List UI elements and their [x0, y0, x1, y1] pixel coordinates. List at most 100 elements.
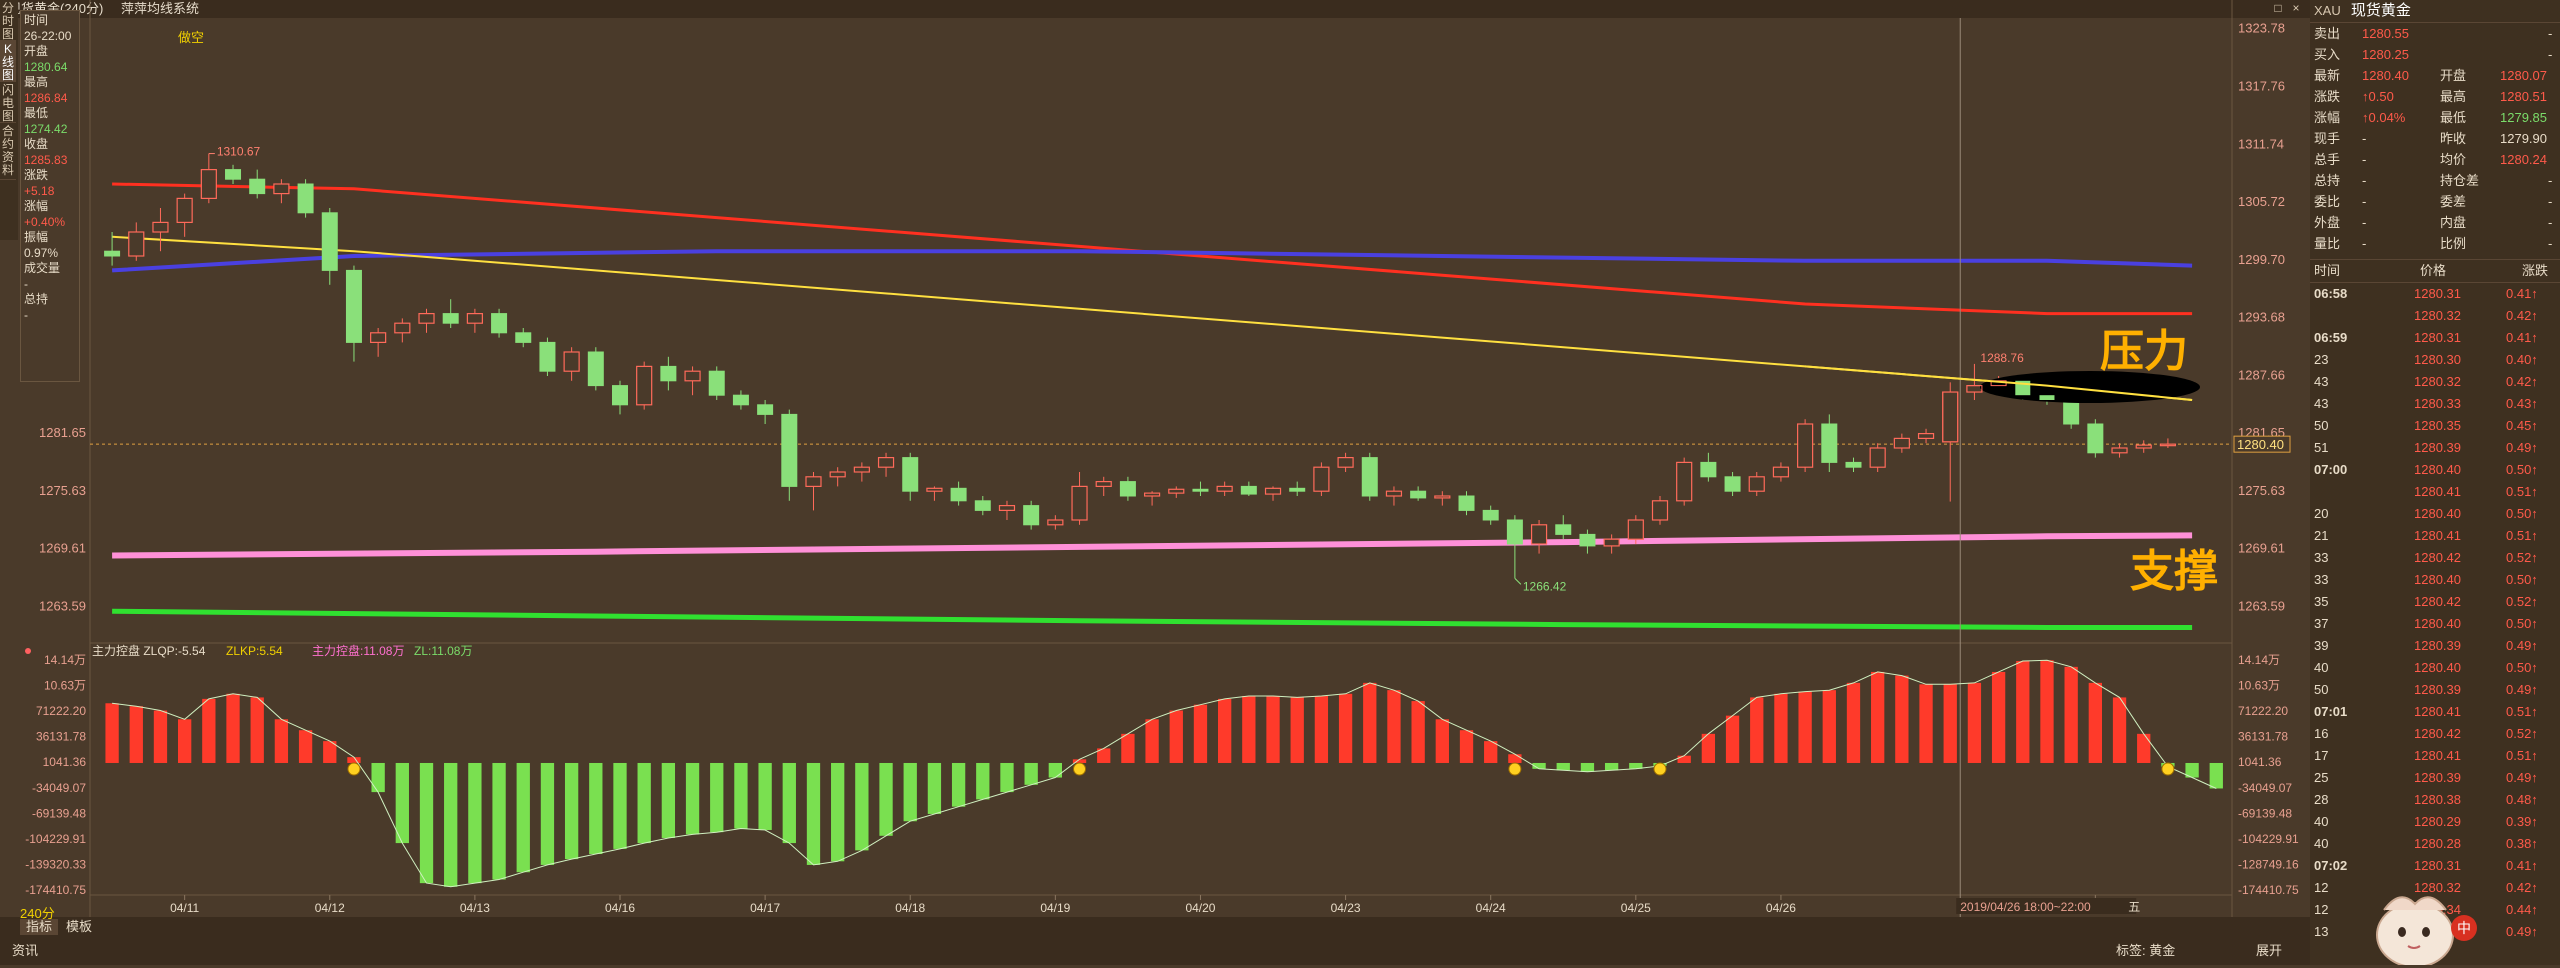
y-tick-label: 1305.72: [2238, 194, 2285, 209]
indicator-bar: [1701, 733, 1716, 763]
trade-row[interactable]: 50 1280.35 0.45↑: [2310, 415, 2560, 437]
quote-value: -: [2362, 194, 2367, 209]
trade-header-cell: 涨跌: [2522, 263, 2549, 278]
trade-row[interactable]: 12 1280.32 0.42↑: [2310, 877, 2560, 899]
trade-row[interactable]: 21 1280.41 0.51↑: [2310, 525, 2560, 547]
quote-value: -: [2362, 131, 2367, 146]
tab-indicator[interactable]: 指标: [20, 919, 59, 935]
tab-timeshare[interactable]: 分时图: [0, 1, 16, 41]
cursor-weekday: 五: [2128, 900, 2140, 914]
tab-flash[interactable]: 闪电图: [0, 83, 16, 123]
current-price-box: [2233, 435, 2291, 453]
indicator-bar: [419, 762, 434, 884]
indicator-bar: [782, 762, 796, 844]
indicator-y-tick-right: -69139.48: [2238, 806, 2292, 820]
trade-time: 51: [2314, 440, 2329, 455]
indicator-bar: [202, 698, 216, 763]
quote-label: 量比: [2314, 236, 2341, 251]
trade-row[interactable]: 40 1280.28 0.38↑: [2310, 833, 2560, 855]
chart-area[interactable]: 1323.78 1317.76 1311.74 1305.72 1299.70 1293.…: [0, 0, 2310, 917]
quote-label: 卖出: [2314, 26, 2341, 41]
low-label: 1266.42: [1523, 579, 1567, 593]
trade-time: 13: [2314, 924, 2329, 939]
trade-row[interactable]: 07:01 1280.41 0.51↑: [2310, 701, 2560, 723]
trade-row[interactable]: 51 1280.39 0.49↑: [2310, 437, 2560, 459]
quote-value: 1280.25: [2362, 47, 2409, 62]
trade-row[interactable]: 33 1280.42 0.52↑: [2310, 547, 2560, 569]
trade-row[interactable]: 37 1280.40 0.50↑: [2310, 613, 2560, 635]
candle-body: [539, 341, 556, 372]
indicator-y-tick-right: 36131.78: [2238, 730, 2288, 744]
indicator-bar: [1677, 755, 1691, 763]
trade-row[interactable]: 07:02 1280.31 0.41↑: [2310, 855, 2560, 877]
indicator-bar: [685, 762, 700, 835]
x-date-label: 04/13: [460, 901, 490, 915]
info-value: 0.97%: [24, 245, 59, 260]
indicator-y-tick-right: -34049.07: [2238, 781, 2292, 795]
quote-value: 1280.51: [2500, 89, 2547, 104]
candle-body: [2087, 423, 2104, 454]
candle-body: [1410, 490, 1427, 499]
indicator-bar: [710, 762, 724, 833]
quote-row: 最新 1280.40 开盘 1280.07: [2310, 66, 2560, 86]
trade-row[interactable]: 40 1280.29 0.39↑: [2310, 811, 2560, 833]
trade-row[interactable]: 06:58 1280.31 0.41↑: [2310, 283, 2560, 305]
trade-row[interactable]: 33 1280.40 0.50↑: [2310, 569, 2560, 591]
trade-price: 1280.39: [2414, 440, 2461, 455]
quote-label: 昨收: [2440, 131, 2467, 146]
candle-body: [998, 505, 1016, 512]
quote-value: 1280.24: [2500, 152, 2547, 167]
support-annotation: 支撑: [2130, 546, 2218, 597]
trade-row[interactable]: 39 1280.39 0.49↑: [2310, 635, 2560, 657]
candle-body: [104, 250, 121, 257]
tab-contract-info[interactable]: 合约资料: [0, 123, 16, 180]
trade-time: 12: [2314, 880, 2329, 895]
trade-time: 39: [2314, 638, 2329, 653]
candle-body: [1530, 524, 1548, 545]
candle-body: [1458, 495, 1475, 511]
trade-row[interactable]: 23 1280.30 0.40↑: [2310, 349, 2560, 371]
trade-row[interactable]: 20 1280.40 0.50↑: [2310, 503, 2560, 525]
trade-price: 1280.28: [2414, 836, 2461, 851]
trade-row[interactable]: 16 1280.42 0.52↑: [2310, 723, 2560, 745]
quote-label: 涨幅: [2314, 110, 2341, 125]
quote-value: -: [2362, 236, 2367, 251]
indicator-bar: [976, 762, 990, 800]
indicator-name[interactable]: 萍萍均线系统: [120, 1, 199, 16]
maximize-button[interactable]: □: [2274, 1, 2282, 15]
trade-row[interactable]: 1280.41 0.51↑: [2310, 481, 2560, 503]
trade-row[interactable]: 07:00 1280.40 0.50↑: [2310, 459, 2560, 481]
trade-time: 43: [2314, 374, 2329, 389]
period-selector[interactable]: 240分: [20, 906, 55, 921]
trade-row[interactable]: 1280.32 0.42↑: [2310, 305, 2560, 327]
trade-change: 0.43↑: [2506, 396, 2538, 411]
trade-row[interactable]: 17 1280.41 0.51↑: [2310, 745, 2560, 767]
trade-change: 0.51↑: [2506, 748, 2538, 763]
trade-time: 20: [2314, 506, 2329, 521]
trade-price: 1280.40: [2414, 572, 2461, 587]
tab-kline[interactable]: K线图: [0, 41, 16, 82]
expand-button[interactable]: 展开: [2256, 943, 2283, 958]
mascot-avatar[interactable]: 中: [2370, 880, 2480, 968]
trade-row[interactable]: 35 1280.42 0.52↑: [2310, 591, 2560, 613]
quote-label: 现手: [2314, 131, 2341, 146]
trade-price: 1280.40: [2414, 506, 2461, 521]
y-tick-label: 1299.70: [2238, 252, 2285, 267]
trade-row[interactable]: 50 1280.39 0.49↑: [2310, 679, 2560, 701]
indicator-bar: [129, 706, 143, 763]
candle-body: [1724, 476, 1741, 492]
quote-row: 总持 - 持仓差 -: [2310, 171, 2560, 191]
tab-template[interactable]: 模板: [66, 919, 93, 934]
trade-row[interactable]: 40 1280.40 0.50↑: [2310, 657, 2560, 679]
close-button[interactable]: ×: [2292, 1, 2300, 15]
trade-row[interactable]: 06:59 1280.31 0.41↑: [2310, 327, 2560, 349]
trade-row[interactable]: 25 1280.39 0.49↑: [2310, 767, 2560, 789]
indicator-bar: [1242, 695, 1256, 763]
indicator-bar: [1048, 762, 1062, 778]
trade-time: 07:01: [2314, 704, 2348, 719]
trade-row[interactable]: 43 1280.33 0.43↑: [2310, 393, 2560, 415]
news-status[interactable]: 资讯: [12, 943, 39, 958]
info-value: -: [24, 307, 28, 322]
trade-row[interactable]: 28 1280.38 0.48↑: [2310, 789, 2560, 811]
trade-row[interactable]: 43 1280.32 0.42↑: [2310, 371, 2560, 393]
